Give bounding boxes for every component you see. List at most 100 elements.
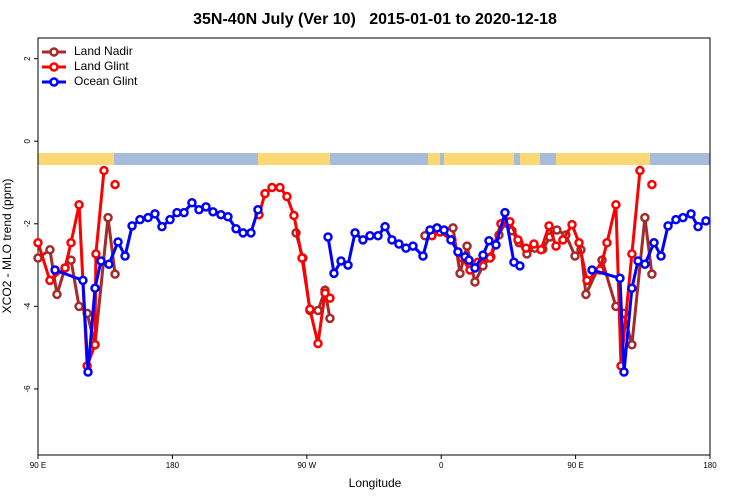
data-point [113,237,123,247]
data-point [90,283,100,293]
data-point [462,241,472,251]
data-point [574,238,584,248]
x-tick-label: 0 [439,461,444,470]
data-point [350,228,360,238]
data-point [90,340,100,350]
data-point [52,289,62,300]
data-point [66,255,76,265]
data-point [551,241,561,251]
land-strip [258,153,330,165]
data-point [647,269,657,279]
data-point [500,207,510,218]
data-point [611,200,621,210]
data-point [615,273,625,284]
data-point [66,238,76,248]
data-point [453,247,463,257]
data-point [418,251,428,261]
data-point [45,275,55,286]
land-strip [38,153,114,165]
data-point [208,207,218,217]
data-point [246,228,256,238]
y-tick-label: -4 [23,302,32,310]
data-point [491,240,501,250]
data-point [33,253,43,263]
data-point [143,212,153,223]
data-point [329,268,339,279]
data-point [455,268,465,279]
land-strip [444,153,514,165]
data-point [45,245,55,255]
data-point [336,256,346,266]
data-point [587,265,597,275]
data-point [394,239,404,249]
data-point [110,179,120,190]
data-point [686,209,696,219]
x-tick-label: 180 [703,461,717,470]
data-point [282,191,292,202]
data-point [536,245,546,255]
y-tick-label: -6 [23,385,32,393]
data-point [484,235,494,246]
data-point [297,253,307,263]
data-point [253,205,263,215]
data-point [313,338,323,349]
chart-title: 35N-40N July (Ver 10) 2015-01-01 to 2020… [193,11,557,28]
data-point [627,340,637,350]
x-tick-label: 180 [166,461,180,470]
data-point [99,165,109,176]
data-point [275,182,285,193]
data-point [96,256,106,266]
data-point [640,259,650,270]
data-point [289,210,299,221]
data-point [223,212,233,222]
data-point [570,251,580,261]
data-point [150,209,160,219]
data-point [103,212,113,223]
data-point [693,221,703,232]
data-point [513,235,523,245]
data-point [135,214,145,225]
data-point [110,269,120,279]
y-tick-label: -2 [23,220,32,228]
data-point [656,251,666,261]
data-point [120,251,130,261]
data-point [582,275,592,286]
data-point [663,221,673,231]
data-point [701,216,711,226]
data-point [678,212,688,223]
data-point [446,235,456,245]
data-point [165,214,175,225]
y-tick-label: 2 [23,56,32,61]
data-point [470,263,480,273]
data-point [647,179,657,190]
legend-label: Land Nadir [74,44,133,58]
data-point [408,241,418,251]
data-point [74,200,84,210]
data-point [649,238,659,248]
ocean-strip [38,153,710,165]
y-tick-label: 0 [23,138,32,143]
data-point [521,243,531,253]
data-point [567,219,577,230]
data-point [231,223,241,234]
land-ocean-strip [38,153,710,165]
data-point [373,231,383,241]
data-point [552,225,562,235]
data-point [201,202,211,212]
data-point [325,313,335,324]
data-point [439,225,449,235]
data-point [78,275,88,286]
data-point [313,305,323,316]
x-tick-label: 90 E [567,461,583,470]
data-point [558,235,568,245]
data-point [157,221,167,232]
land-strip [428,153,440,165]
data-point [635,165,645,176]
data-point [127,221,137,231]
data-point [619,367,629,377]
legend-swatch-marker [49,47,59,57]
legend-label: Land Glint [74,59,129,73]
x-tick-label: 90 E [30,461,46,470]
data-point [581,289,591,300]
